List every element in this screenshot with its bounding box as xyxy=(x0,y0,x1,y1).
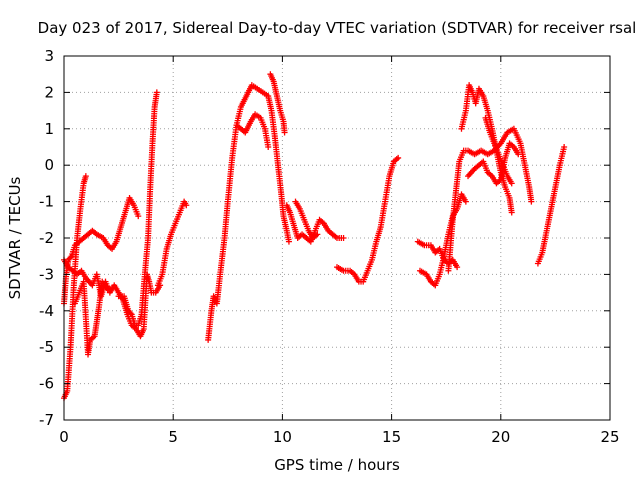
chart-title: Day 023 of 2017, Sidereal Day-to-day VTE… xyxy=(38,19,637,37)
data-point xyxy=(340,235,347,241)
data-point xyxy=(462,198,469,205)
data-point xyxy=(281,129,288,136)
data-point xyxy=(183,202,190,209)
y-tick-label: -1 xyxy=(39,193,54,211)
y-tick-label: -3 xyxy=(39,265,54,283)
y-tick-label: 2 xyxy=(44,83,54,101)
y-tick-label: -5 xyxy=(39,338,54,356)
data-point xyxy=(127,310,134,317)
data-point xyxy=(528,198,535,205)
x-axis-label: GPS time / hours xyxy=(274,456,400,474)
data-point xyxy=(515,151,522,158)
data-point xyxy=(285,238,292,245)
data-point xyxy=(82,173,89,180)
data-point xyxy=(314,231,321,238)
y-tick-label: -7 xyxy=(39,411,54,429)
axis-ticks xyxy=(63,55,611,421)
grid xyxy=(64,56,610,420)
x-tick-label: 10 xyxy=(273,428,292,446)
data-point xyxy=(265,144,272,150)
data-points xyxy=(61,71,568,402)
y-tick-label: -2 xyxy=(39,229,54,247)
y-tick-label: 3 xyxy=(44,47,54,65)
x-tick-label: 25 xyxy=(600,428,619,446)
y-tick-labels: -7 -6 -5 -4 -3 -2 -1 0 1 2 3 xyxy=(39,47,54,429)
x-tick-label: 15 xyxy=(382,428,401,446)
data-point xyxy=(395,154,402,161)
y-tick-label: -6 xyxy=(39,375,54,393)
x-tick-labels: 0 5 10 15 20 25 xyxy=(59,428,619,446)
data-point xyxy=(508,180,515,187)
x-tick-label: 20 xyxy=(491,428,510,446)
y-tick-label: 1 xyxy=(44,120,54,138)
y-axis-label: SDTVAR / TECUs xyxy=(6,176,24,299)
y-tick-label: 0 xyxy=(44,156,54,174)
data-point xyxy=(109,285,116,292)
data-point xyxy=(153,89,160,96)
data-point xyxy=(508,209,515,216)
x-tick-label: 5 xyxy=(168,428,178,446)
data-point xyxy=(454,264,461,271)
data-point xyxy=(135,213,142,220)
y-tick-label: -4 xyxy=(39,302,54,320)
data-point xyxy=(561,144,568,150)
data-point xyxy=(67,254,74,261)
x-tick-label: 0 xyxy=(59,428,69,446)
